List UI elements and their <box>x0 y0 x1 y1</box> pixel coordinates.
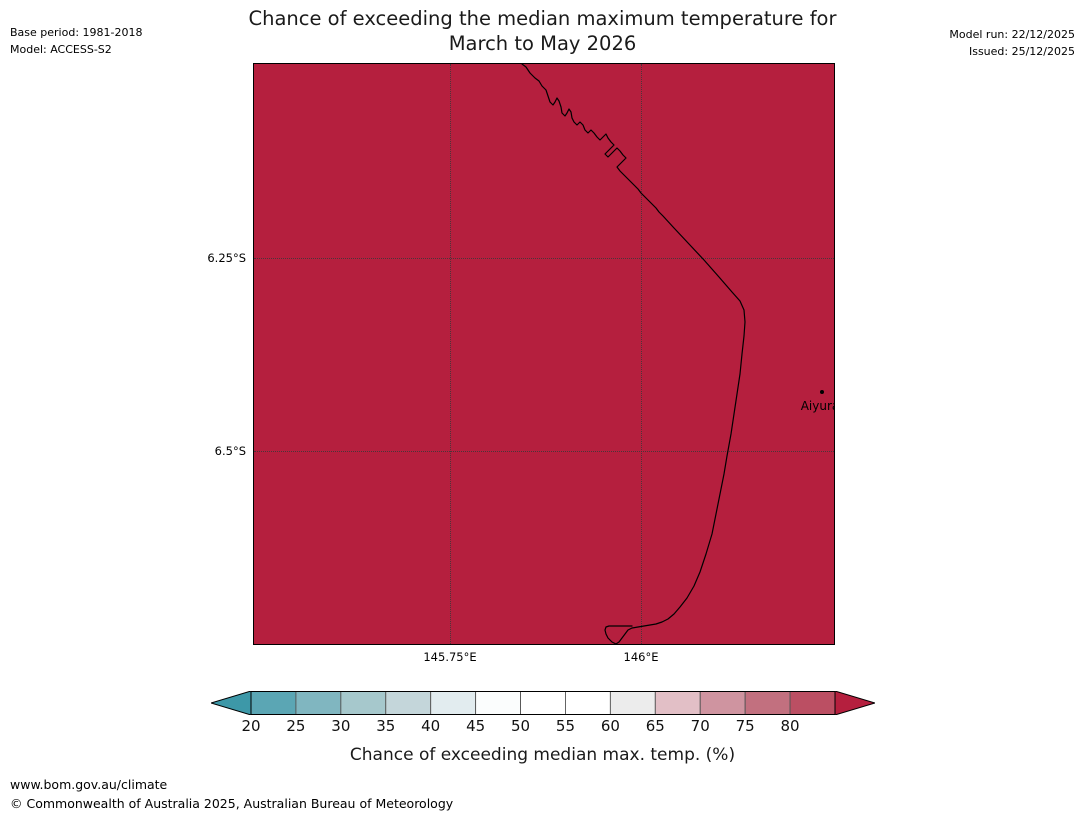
footer: www.bom.gov.au/climate © Commonwealth of… <box>10 775 453 813</box>
colorbar-tick-label: 60 <box>600 717 620 735</box>
colorbar-tick-label: 25 <box>286 717 306 735</box>
colorbar-tick-label: 35 <box>376 717 396 735</box>
gridline-vertical <box>641 64 642 644</box>
colorbar-bin <box>565 691 611 715</box>
issued-text: Issued: 25/12/2025 <box>968 45 1075 58</box>
footer-website: www.bom.gov.au/climate <box>10 777 168 792</box>
gridline-horizontal <box>254 258 834 259</box>
colorbar-tick-label: 20 <box>241 717 261 735</box>
colorbar-bin <box>520 691 566 715</box>
colorbar-bin <box>699 691 746 715</box>
colorbar-tick-label: 30 <box>331 717 351 735</box>
colorbar-tick-label: 50 <box>510 717 531 735</box>
y-tick-label: 6.5°S <box>214 444 246 458</box>
colorbar[interactable] <box>211 691 875 715</box>
colorbar-bin <box>295 691 342 715</box>
title-line-2: March to May 2026 <box>448 32 637 55</box>
gridline-vertical <box>450 64 451 644</box>
colorbar-bin <box>430 691 477 715</box>
gridline-horizontal <box>254 451 834 452</box>
header-meta-left: Base period: 1981-2018 Model: ACCESS-S2 <box>10 24 142 58</box>
colorbar-bin <box>475 691 521 715</box>
footer-copyright: © Commonwealth of Australia 2025, Austra… <box>10 796 454 811</box>
colorbar-bin <box>340 691 387 715</box>
colorbar-tick-label: 40 <box>421 717 441 735</box>
base-period-text: Base period: 1981-2018 <box>10 26 143 39</box>
colorbar-axis-label: Chance of exceeding median max. temp. (%… <box>349 745 736 765</box>
y-axis-ticks: 6.25°S 6.5°S <box>150 63 246 645</box>
city-label-aiyura: Aiyura <box>800 399 834 413</box>
map-canvas: Aiyura <box>254 64 834 644</box>
colorbar-bin <box>744 691 791 715</box>
title-line-1: Chance of exceeding the median maximum t… <box>248 7 837 30</box>
x-axis-ticks: 145.75°E 146°E <box>253 650 835 670</box>
city-marker-aiyura[interactable] <box>820 390 824 394</box>
colorbar-tick-label: 45 <box>466 717 486 735</box>
x-tick-label: 146°E <box>623 650 659 664</box>
colorbar-over-arrow <box>834 691 875 715</box>
colorbar-bin <box>789 691 836 715</box>
colorbar-ticks: 20 25 30 35 40 45 50 55 60 65 70 75 80 <box>211 717 875 739</box>
colorbar-tick-label: 75 <box>735 717 755 735</box>
colorbar-tick-label: 70 <box>690 717 710 735</box>
page-title: Chance of exceeding the median maximum t… <box>0 6 1085 56</box>
colorbar-bin <box>609 691 656 715</box>
colorbar-bin <box>385 691 432 715</box>
colorbar-gradient <box>211 691 875 715</box>
y-tick-label: 6.25°S <box>207 251 246 265</box>
map-plot-area[interactable]: Aiyura <box>253 63 835 645</box>
x-tick-label: 145.75°E <box>423 650 477 664</box>
model-text: Model: ACCESS-S2 <box>10 43 112 56</box>
colorbar-frame <box>250 691 836 715</box>
coastline-overlay <box>521 64 746 644</box>
colorbar-bin <box>654 691 701 715</box>
model-run-text: Model run: 22/12/2025 <box>949 28 1075 41</box>
header-meta-right: Model run: 22/12/2025 Issued: 25/12/2025 <box>949 26 1075 60</box>
colorbar-bin <box>250 691 297 715</box>
colorbar-under-arrow <box>211 691 252 715</box>
colorbar-tick-label: 65 <box>645 717 665 735</box>
colorbar-tick-label: 80 <box>780 717 800 735</box>
colorbar-tick-label: 55 <box>555 717 575 735</box>
